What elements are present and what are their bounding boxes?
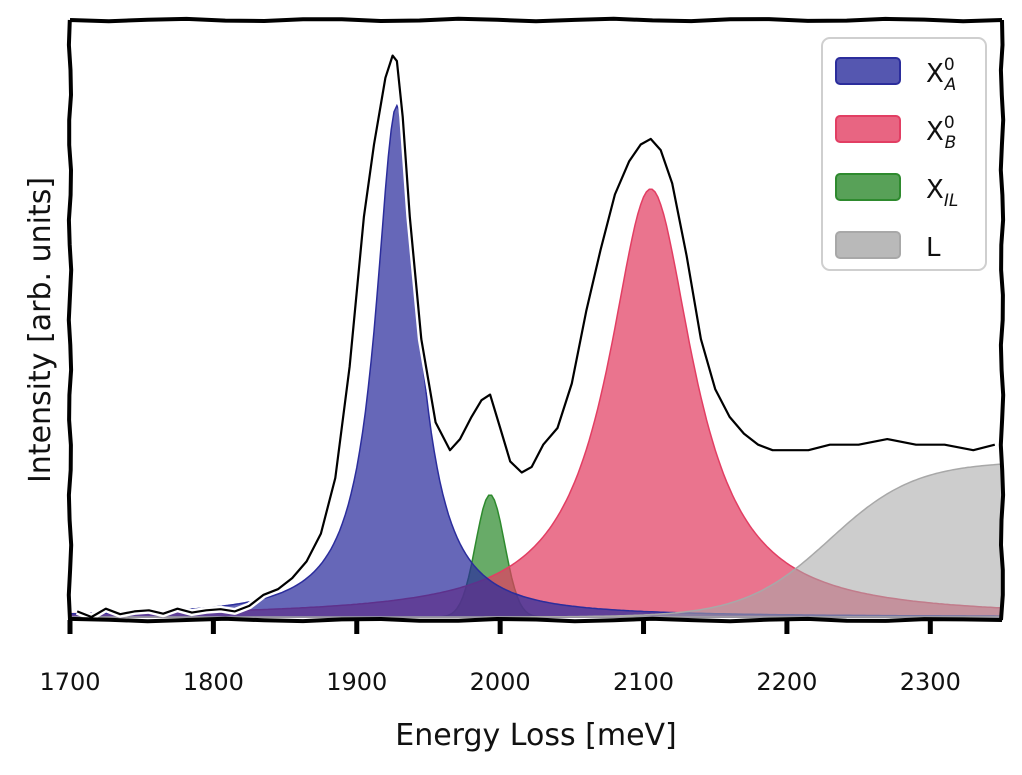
x-tick-label: 2100 xyxy=(613,668,674,696)
x-tick-label: 2300 xyxy=(900,668,961,696)
y-axis-title: Intensity [arb. units] xyxy=(23,177,58,483)
x-tick-label: 1800 xyxy=(183,668,244,696)
x-axis-title: Energy Loss [meV] xyxy=(395,718,677,753)
legend-label: L xyxy=(926,233,941,263)
legend: X0 A X0 B XIL L xyxy=(821,37,987,271)
legend-label: X0 B xyxy=(926,113,956,153)
legend-swatch xyxy=(835,173,901,201)
legend-swatch xyxy=(835,57,901,85)
legend-swatch xyxy=(835,115,901,143)
plot-frame xyxy=(66,16,1006,624)
x-axis-ticks: 1700 1800 1900 2000 2100 2200 2300 xyxy=(39,620,961,696)
measured-data-line xyxy=(76,54,996,619)
x-tick-label: 1700 xyxy=(39,668,100,696)
x-tick-label: 2000 xyxy=(470,668,531,696)
legend-label: XIL xyxy=(926,175,958,211)
legend-label: X0 A xyxy=(926,55,956,95)
x-tick-label: 2200 xyxy=(756,668,817,696)
legend-swatch xyxy=(835,231,901,259)
x-tick-label: 1900 xyxy=(326,668,387,696)
legend-box xyxy=(821,37,987,271)
